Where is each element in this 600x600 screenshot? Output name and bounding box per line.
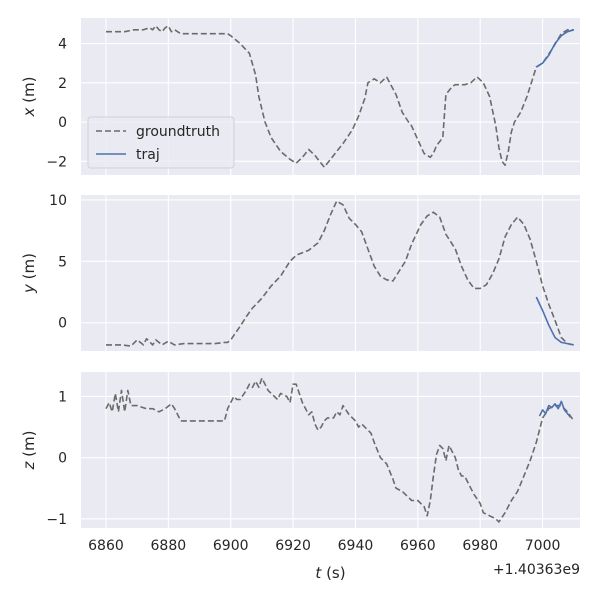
legend-label-traj: traj xyxy=(136,147,160,163)
xtick-label-6900: 6900 xyxy=(213,538,249,554)
panel-x-line-groundtruth xyxy=(106,24,574,168)
xtick-label-6880: 6880 xyxy=(151,538,187,554)
legend-box xyxy=(87,116,235,169)
xtick-label-6860: 6860 xyxy=(88,538,124,554)
panel-z-ytick-label: −1 xyxy=(46,512,67,528)
panel-y-ylabel: y (m) xyxy=(20,253,38,294)
panel-z-ytick-label: 0 xyxy=(58,451,67,467)
panel-y-ytick-label: 0 xyxy=(58,316,67,332)
panel-z-line-traj xyxy=(538,400,572,418)
panel-x-line-traj xyxy=(535,29,575,68)
panel-z-background xyxy=(81,372,580,528)
xtick-label-6980: 6980 xyxy=(462,538,498,554)
legend-label-groundtruth: groundtruth xyxy=(136,124,220,140)
x-offset-label: +1.40363e9 xyxy=(493,562,580,578)
panel-x-ytick-label: 2 xyxy=(58,76,67,92)
panel-z-ylabel: z (m) xyxy=(20,431,38,471)
panel-x-ylabel: x (m) xyxy=(20,77,38,118)
panel-z-ytick-label: 1 xyxy=(58,389,67,405)
panel-x-ytick-label: 0 xyxy=(58,115,67,131)
panel-y-ytick-label: 5 xyxy=(58,254,67,270)
panel-y-line-traj xyxy=(535,296,574,346)
x-axis-label: t (s) xyxy=(315,564,345,582)
panel-x-ytick-label: −2 xyxy=(46,154,67,170)
xtick-label-7000: 7000 xyxy=(525,538,561,554)
xtick-label-6920: 6920 xyxy=(275,538,311,554)
panel-y-ytick-label: 10 xyxy=(49,193,67,209)
xtick-label-6960: 6960 xyxy=(400,538,436,554)
panel-y-background xyxy=(81,195,580,351)
xtick-label-6940: 6940 xyxy=(338,538,374,554)
panel-x-ytick-label: 4 xyxy=(58,37,67,53)
